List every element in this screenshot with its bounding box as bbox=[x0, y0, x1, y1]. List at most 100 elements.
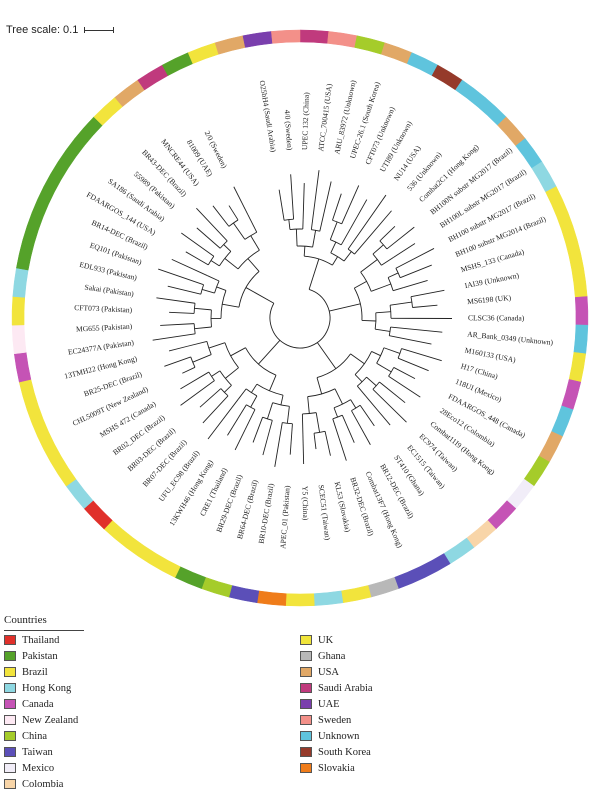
branch bbox=[291, 174, 294, 219]
ring-segment bbox=[407, 53, 438, 76]
branch bbox=[281, 395, 283, 405]
ring-segment bbox=[23, 213, 43, 243]
leaf-label: BR07-DEC (Brazil) bbox=[141, 437, 189, 488]
legend-label: Brazil bbox=[22, 667, 48, 678]
branch bbox=[357, 386, 365, 396]
branch bbox=[182, 367, 195, 373]
branch bbox=[211, 260, 219, 265]
ring-segment bbox=[552, 406, 573, 437]
branch bbox=[335, 389, 343, 404]
branch bbox=[246, 288, 274, 304]
branch bbox=[258, 340, 279, 364]
leaf-label: H17 (China) bbox=[460, 361, 500, 381]
branch bbox=[289, 220, 290, 230]
branch bbox=[398, 358, 429, 371]
branch bbox=[325, 431, 330, 455]
legend-item: Sweden bbox=[300, 712, 373, 728]
legend-item: Pakistan bbox=[4, 648, 78, 664]
legend-item: China bbox=[4, 728, 78, 744]
legend-swatch bbox=[300, 715, 312, 725]
branch bbox=[317, 342, 335, 368]
branch bbox=[367, 377, 377, 386]
ring-segment bbox=[420, 554, 450, 578]
legend-item: Brazil bbox=[4, 664, 78, 680]
branch bbox=[331, 242, 336, 253]
branch bbox=[207, 276, 219, 281]
leaf-label: ATCC_700415 (USA) bbox=[316, 83, 334, 152]
branch bbox=[390, 302, 412, 305]
branch bbox=[373, 245, 384, 254]
leaf-label: EC24377A (Pakistan) bbox=[67, 338, 135, 357]
ring-segment bbox=[381, 43, 412, 64]
legend-title: Countries bbox=[4, 614, 47, 626]
ring-segment bbox=[13, 268, 28, 297]
ring-segment bbox=[444, 538, 474, 564]
branch bbox=[332, 257, 337, 266]
leaf-label: EDL933 (Pakistan) bbox=[79, 260, 139, 283]
branch bbox=[351, 200, 367, 229]
leaf-label: CFT073 (Pakistan) bbox=[74, 303, 133, 315]
branch bbox=[267, 403, 272, 419]
ring-segment bbox=[51, 456, 76, 486]
branch bbox=[203, 396, 228, 423]
legend-swatch bbox=[4, 747, 16, 757]
legend-label: Sweden bbox=[318, 715, 351, 726]
branch bbox=[377, 363, 392, 372]
branch bbox=[333, 419, 347, 461]
branch bbox=[317, 378, 322, 394]
legend-label: Pakistan bbox=[22, 651, 58, 662]
leaf-label: APEC_01 (Pakistan) bbox=[278, 485, 292, 549]
legend-swatch bbox=[4, 763, 16, 773]
legend-item: New Zealand bbox=[4, 712, 78, 728]
legend-swatch bbox=[4, 715, 16, 725]
ring-segment bbox=[19, 379, 38, 409]
ring-segment bbox=[341, 585, 371, 602]
branch bbox=[287, 406, 289, 423]
ring-segment bbox=[271, 30, 300, 43]
branch bbox=[401, 349, 441, 361]
legend-swatch bbox=[300, 651, 312, 661]
branch bbox=[251, 236, 260, 251]
ring-segment bbox=[229, 585, 259, 602]
branch bbox=[212, 371, 220, 377]
branch bbox=[248, 214, 257, 232]
branch bbox=[400, 265, 432, 278]
ring-segment bbox=[138, 65, 168, 90]
branch bbox=[308, 397, 310, 414]
branch bbox=[334, 408, 338, 417]
branch bbox=[341, 228, 350, 245]
branch bbox=[180, 372, 208, 389]
legend-label: UK bbox=[318, 635, 333, 646]
ring-segment bbox=[37, 432, 60, 462]
branch bbox=[193, 355, 211, 363]
branch bbox=[208, 399, 238, 439]
leaf-label: IAI39 (Unknown) bbox=[464, 271, 520, 290]
ring-segment bbox=[575, 296, 588, 325]
branch bbox=[160, 324, 194, 326]
branch bbox=[202, 289, 214, 293]
legend-item: UAE bbox=[300, 696, 373, 712]
ring-segment bbox=[394, 567, 425, 589]
legend-label: South Korea bbox=[318, 747, 371, 758]
legend-label: Hong Kong bbox=[22, 683, 71, 694]
legend-swatch bbox=[4, 635, 16, 645]
branch bbox=[394, 367, 415, 378]
branch bbox=[332, 194, 341, 221]
ring-segment bbox=[44, 162, 68, 192]
branch bbox=[279, 190, 284, 221]
ring-segment bbox=[368, 577, 398, 597]
leaf-label: 4/0 (Sweden) bbox=[283, 109, 295, 151]
leaf-label: SCEC51 (Taiwan) bbox=[317, 484, 333, 541]
branch bbox=[225, 368, 238, 379]
ring-segment bbox=[12, 296, 25, 325]
branch bbox=[344, 252, 351, 261]
leaf-label: AR_Bank_0349 (Unknown) bbox=[467, 330, 554, 348]
ring-segment bbox=[215, 36, 245, 55]
branch bbox=[391, 327, 443, 332]
legend-item: Slovakia bbox=[300, 760, 373, 776]
legend-swatch bbox=[4, 731, 16, 741]
legend-item: Taiwan bbox=[4, 744, 78, 760]
branch bbox=[181, 381, 215, 406]
